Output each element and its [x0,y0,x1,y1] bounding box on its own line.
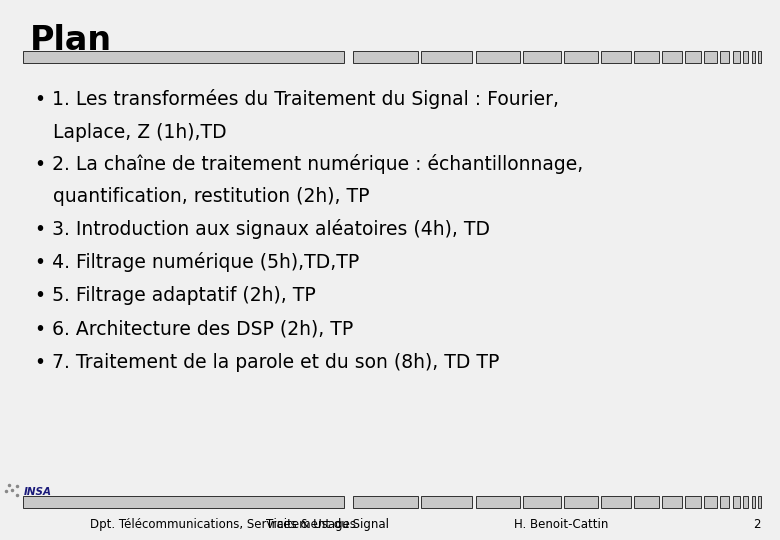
Bar [23,496,344,508]
Text: Laplace, Z (1h),TD: Laplace, Z (1h),TD [35,123,227,141]
Bar [565,496,598,508]
Bar [420,496,473,508]
Bar [661,496,682,508]
Text: INSA: INSA [23,488,51,497]
Bar [732,496,740,508]
Bar [743,496,748,508]
Bar [720,51,729,63]
Bar [476,51,519,63]
Bar [634,51,658,63]
Bar [752,51,755,63]
Text: 2: 2 [753,518,760,531]
Bar [523,496,561,508]
Bar [601,496,630,508]
Text: • 1. Les transformées du Traitement du Signal : Fourier,: • 1. Les transformées du Traitement du S… [35,89,559,109]
Bar [523,51,561,63]
Text: H. Benoit-Cattin: H. Benoit-Cattin [515,518,608,531]
Bar [565,51,598,63]
Text: • 3. Introduction aux signaux aléatoires (4h), TD: • 3. Introduction aux signaux aléatoires… [35,219,490,239]
Bar [353,51,417,63]
Bar [752,496,755,508]
Bar [732,51,740,63]
Text: • 6. Architecture des DSP (2h), TP: • 6. Architecture des DSP (2h), TP [35,319,353,338]
Bar [758,496,760,508]
Text: • 5. Filtrage adaptatif (2h), TP: • 5. Filtrage adaptatif (2h), TP [35,286,316,305]
Text: Dpt. Télécommunications, Services & Usages: Dpt. Télécommunications, Services & Usag… [90,518,356,531]
Bar [758,51,760,63]
Bar [704,51,717,63]
Bar [686,496,701,508]
Text: • 7. Traitement de la parole et du son (8h), TD TP: • 7. Traitement de la parole et du son (… [35,353,499,372]
Text: • 2. La chaîne de traitement numérique : échantillonnage,: • 2. La chaîne de traitement numérique :… [35,154,583,174]
Bar [686,51,701,63]
Text: Plan: Plan [30,24,112,57]
Bar [720,496,729,508]
Bar [476,496,519,508]
Bar [661,51,682,63]
Bar [743,51,748,63]
Bar [420,51,473,63]
Bar [353,496,417,508]
Text: Traitement du Signal: Traitement du Signal [266,518,389,531]
Bar [704,496,717,508]
Text: • 4. Filtrage numérique (5h),TD,TP: • 4. Filtrage numérique (5h),TD,TP [35,252,360,272]
Bar [634,496,658,508]
Text: quantification, restitution (2h), TP: quantification, restitution (2h), TP [35,187,370,206]
Bar [23,51,344,63]
Bar [601,51,630,63]
